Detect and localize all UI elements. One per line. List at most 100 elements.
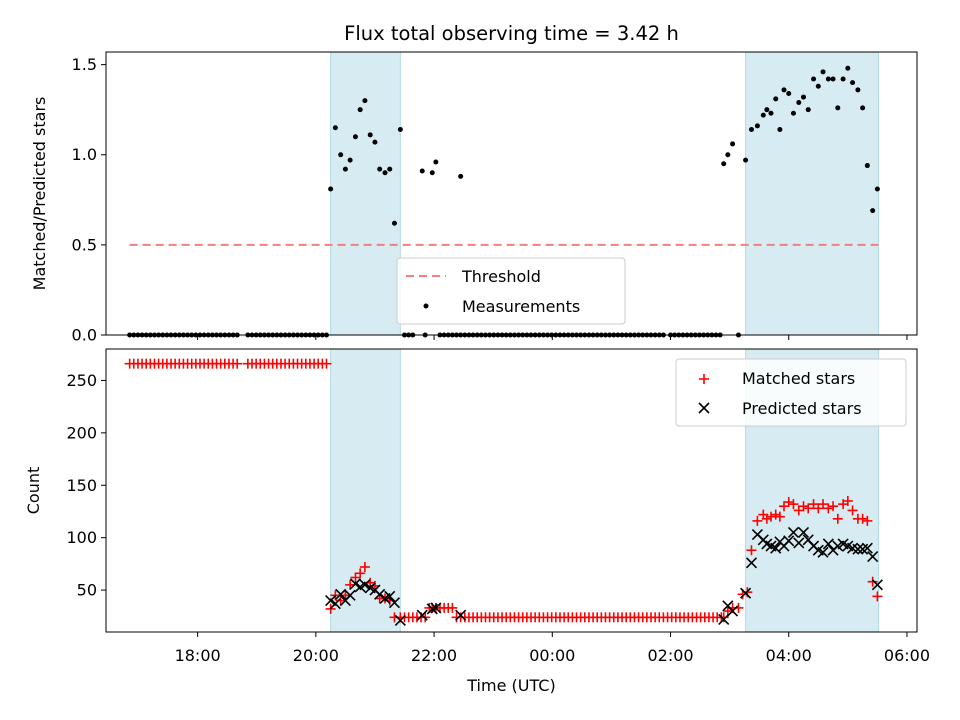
predicted-star-point [335, 588, 347, 600]
predicted-star-point [867, 550, 879, 563]
matched-star-point [793, 505, 804, 516]
bottom-y-axis-label: Count [24, 467, 43, 515]
measurement-point [764, 107, 770, 113]
matched-star-point [832, 513, 843, 524]
legend-predicted-label: Predicted stars [742, 399, 862, 418]
measurement-point [781, 87, 787, 93]
top-legend-box [396, 257, 626, 325]
matched-star-point [828, 501, 839, 512]
matched-star-point [355, 568, 366, 579]
measurement-point [367, 132, 373, 138]
bottom-xtick-label: 22:00 [411, 646, 457, 665]
measurement-point [743, 157, 749, 163]
measurement-point [777, 127, 783, 133]
bottom-ytick-label: 200 [66, 423, 97, 442]
matched-star-point [862, 515, 873, 526]
matched-star-point [818, 499, 829, 510]
predicted-star-point [394, 614, 406, 627]
measurement-point [342, 166, 348, 172]
bottom-x-ticks: 18:00 20:00 22:00 00:00 02:00 04:00 06:00 [175, 632, 930, 665]
bottom-xtick-label: 00:00 [529, 646, 575, 665]
measurement-point [372, 139, 378, 145]
bottom-y-ticks: 50 100 150 200 250 [66, 371, 106, 600]
matched-star-point [770, 509, 781, 520]
measurement-point [801, 94, 807, 100]
measurement-point [796, 99, 802, 105]
bottom-xtick-label: 20:00 [293, 646, 339, 665]
legend-measurements-label: Measurements [462, 297, 580, 316]
measurement-point [387, 166, 393, 172]
matched-star-point [321, 358, 332, 369]
measurement-point [352, 134, 358, 140]
bottom-legend: Matched stars Predicted stars [675, 358, 907, 427]
measurement-point [820, 69, 826, 75]
predicted-star-point [793, 537, 805, 549]
matched-star-point [798, 501, 809, 512]
bottom-xtick-label: 04:00 [766, 646, 812, 665]
predicted-star-point [359, 579, 371, 591]
bottom-panel: 50 100 150 200 250 18:00 20:00 22:00 00:00 02:00… [24, 348, 930, 695]
matched-star-point [788, 499, 799, 510]
measurement-point [377, 166, 383, 172]
bottom-axes-frame [105, 348, 918, 633]
matched-star-point [350, 572, 361, 583]
chart-title: Flux total observing time = 3.42 h [344, 22, 679, 45]
matched-star-point [752, 515, 763, 526]
measurement-point [850, 80, 856, 86]
matched-star-point [823, 503, 834, 514]
measurement-point [347, 157, 353, 163]
measurement-point [382, 170, 388, 176]
measurement-point [805, 107, 811, 113]
legend-matched-label: Matched stars [742, 369, 855, 388]
predicted-star-point [770, 542, 782, 554]
predicted-star-point [349, 578, 362, 590]
measurement-point [811, 76, 817, 82]
matched-star-point [232, 358, 243, 369]
predicted-star-point [344, 589, 356, 601]
measurement-point [773, 96, 779, 102]
x-axis-label: Time (UTC) [466, 676, 555, 695]
predicted-star-point [822, 538, 834, 550]
bottom-xtick-label: 06:00 [884, 646, 930, 665]
bottom-ytick-label: 250 [66, 371, 97, 390]
predicted-star-point [416, 609, 428, 621]
legend-threshold-label: Threshold [461, 267, 541, 286]
measurement-point [874, 186, 880, 192]
matched-star-point [335, 595, 346, 606]
matched-star-point [447, 602, 458, 613]
matched-star-point [847, 505, 858, 516]
measurement-point [357, 107, 363, 113]
predicted-star-point [430, 602, 442, 614]
matched-star-point [359, 562, 370, 573]
top-ytick-label: 0.5 [72, 235, 97, 254]
measurement-point [362, 98, 368, 104]
predicted-star-point [783, 535, 795, 547]
predicted-star-point [740, 587, 752, 599]
predicted-star-point [426, 603, 438, 615]
matched-star-point [746, 545, 757, 556]
predicted-star-point [745, 557, 758, 569]
matched-star-point [803, 503, 814, 514]
measurement-point [397, 127, 403, 133]
bottom-shade-0 [330, 348, 401, 633]
predicted-star-point [861, 542, 873, 554]
matched-star-point [761, 513, 772, 524]
top-legend: Threshold Measurements [396, 257, 626, 325]
top-ytick-label: 1.5 [72, 55, 97, 74]
matched-star-point [779, 501, 790, 512]
bottom-xtick-label: 02:00 [647, 646, 693, 665]
matched-star-point [813, 503, 824, 514]
measurement-point [845, 65, 851, 71]
matched-star-point [783, 497, 794, 508]
measurement-point [328, 186, 334, 192]
measurement-point [429, 170, 435, 176]
predicted-star-point [329, 598, 341, 610]
top-y-ticks: 0.0 0.5 1.0 1.5 [72, 55, 106, 345]
matched-star-point [857, 513, 868, 524]
top-ytick-label: 0.0 [72, 326, 97, 345]
top-y-axis-label: Matched/Predicted stars [30, 97, 49, 291]
measurement-point [786, 90, 792, 96]
matched-star-point [718, 612, 729, 623]
bottom-legend-box [675, 358, 907, 427]
